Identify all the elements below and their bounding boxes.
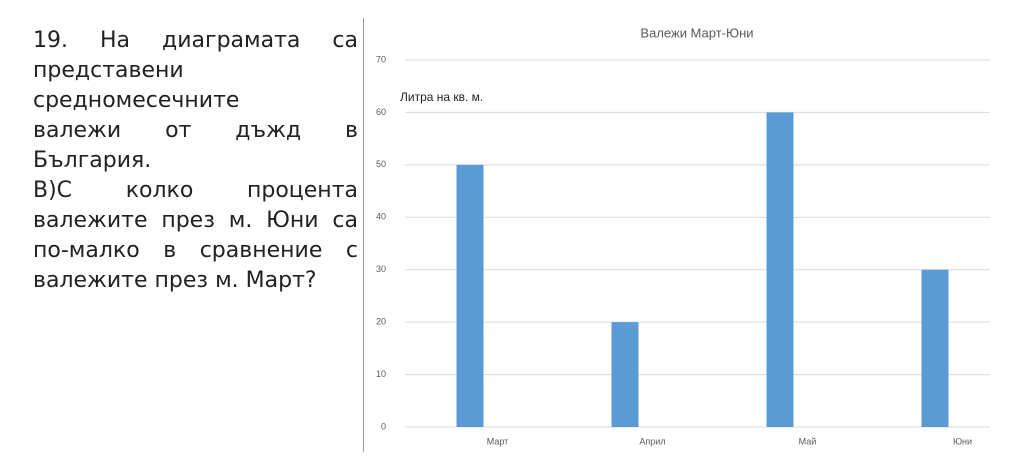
question-line: валежите през м. Юни са	[33, 208, 358, 233]
question-line: валежи от дъжд в	[33, 118, 358, 143]
y-tick-label: 50	[376, 159, 386, 169]
question-line: по-малко в сравнение с	[33, 238, 358, 263]
divider	[363, 18, 364, 452]
x-tick-label: Април	[639, 436, 665, 446]
question: 19. На диаграмата са представени средном…	[33, 26, 358, 296]
chart-title: Валежи Март-Юни	[640, 25, 753, 40]
x-tick-label: Юни	[953, 436, 972, 446]
question-line: представени	[33, 58, 184, 83]
y-tick-label: 70	[376, 54, 386, 64]
question-line: 19. На диаграмата са	[33, 28, 358, 53]
bar	[766, 112, 794, 427]
question-line: валежите през м. Март?	[33, 268, 317, 293]
x-tick-label: Март	[487, 436, 509, 446]
question-line: В)С колко процента	[33, 178, 358, 203]
y-tick-label: 30	[376, 264, 386, 274]
y-axis-label: Литра на кв. м.	[400, 90, 483, 104]
bar	[921, 269, 949, 427]
bar	[611, 322, 639, 427]
y-tick-label: 20	[376, 317, 386, 327]
y-tick-label: 10	[376, 369, 386, 379]
bar	[456, 164, 484, 427]
y-tick-label: 60	[376, 107, 386, 117]
y-tick-label: 40	[376, 212, 386, 222]
question-line: България.	[33, 148, 152, 173]
question-line: средномесечните	[33, 88, 240, 113]
x-tick-label: Май	[799, 436, 817, 446]
y-tick-label: 0	[381, 421, 386, 431]
